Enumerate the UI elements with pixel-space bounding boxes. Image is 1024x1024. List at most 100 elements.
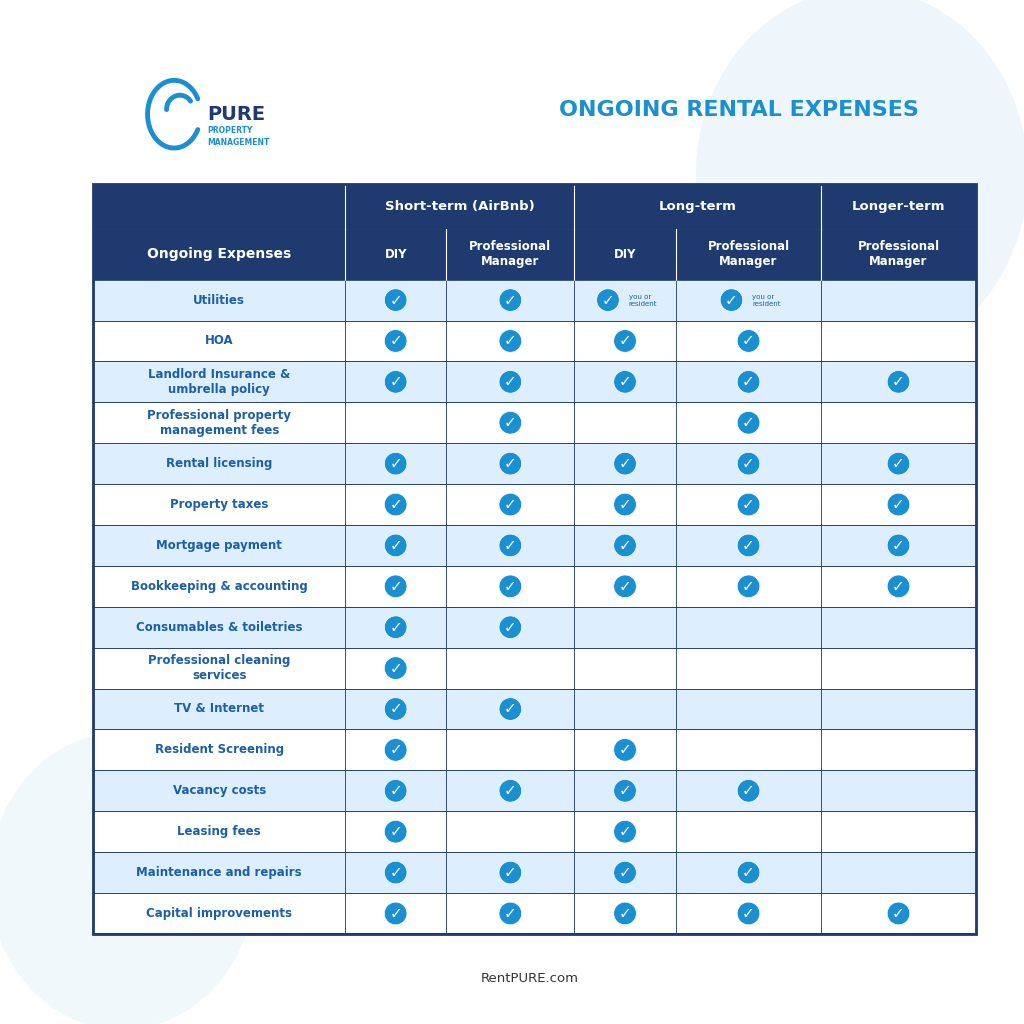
FancyBboxPatch shape (821, 484, 976, 525)
FancyBboxPatch shape (821, 566, 976, 607)
Text: Professional
Manager: Professional Manager (708, 240, 790, 268)
FancyBboxPatch shape (574, 484, 676, 525)
FancyBboxPatch shape (446, 729, 574, 770)
FancyBboxPatch shape (446, 852, 574, 893)
Text: RentPURE.com: RentPURE.com (481, 972, 579, 985)
Text: ✓: ✓ (504, 906, 517, 921)
Text: HOA: HOA (205, 335, 233, 347)
Text: ✓: ✓ (504, 497, 517, 512)
FancyBboxPatch shape (446, 607, 574, 647)
Text: you or
resident: you or resident (629, 294, 657, 306)
Text: Utilities: Utilities (194, 294, 245, 306)
Text: ✓: ✓ (389, 579, 402, 594)
Text: ✓: ✓ (504, 334, 517, 348)
Text: ✓: ✓ (389, 497, 402, 512)
Text: ✓: ✓ (504, 701, 517, 717)
FancyBboxPatch shape (93, 893, 345, 934)
FancyBboxPatch shape (676, 228, 821, 280)
FancyBboxPatch shape (446, 321, 574, 361)
FancyBboxPatch shape (345, 361, 446, 402)
FancyBboxPatch shape (345, 852, 446, 893)
Text: ✓: ✓ (742, 416, 755, 430)
Text: ✓: ✓ (618, 375, 632, 389)
FancyBboxPatch shape (574, 852, 676, 893)
FancyBboxPatch shape (821, 443, 976, 484)
FancyBboxPatch shape (345, 321, 446, 361)
FancyBboxPatch shape (446, 443, 574, 484)
FancyBboxPatch shape (446, 647, 574, 688)
FancyBboxPatch shape (676, 647, 821, 688)
FancyBboxPatch shape (93, 566, 345, 607)
Text: ✓: ✓ (892, 906, 905, 921)
Text: ✓: ✓ (618, 334, 632, 348)
FancyBboxPatch shape (345, 607, 446, 647)
Text: ✓: ✓ (389, 783, 402, 799)
Text: ✓: ✓ (389, 824, 402, 840)
Text: Longer-term: Longer-term (852, 200, 945, 213)
FancyBboxPatch shape (821, 228, 976, 280)
FancyBboxPatch shape (676, 729, 821, 770)
FancyBboxPatch shape (93, 361, 345, 402)
Text: ✓: ✓ (618, 783, 632, 799)
Text: ✓: ✓ (504, 416, 517, 430)
Text: ✓: ✓ (742, 579, 755, 594)
Text: ✓: ✓ (725, 293, 738, 307)
Text: ✓: ✓ (389, 538, 402, 553)
FancyBboxPatch shape (93, 484, 345, 525)
Text: Short-term (AirBnb): Short-term (AirBnb) (385, 200, 535, 213)
FancyBboxPatch shape (574, 688, 676, 729)
FancyBboxPatch shape (676, 893, 821, 934)
Text: ONGOING RENTAL EXPENSES: ONGOING RENTAL EXPENSES (559, 99, 919, 120)
FancyBboxPatch shape (574, 893, 676, 934)
FancyBboxPatch shape (676, 811, 821, 852)
FancyBboxPatch shape (345, 770, 446, 811)
FancyBboxPatch shape (345, 484, 446, 525)
FancyBboxPatch shape (676, 484, 821, 525)
FancyBboxPatch shape (676, 361, 821, 402)
Text: ✓: ✓ (389, 865, 402, 880)
Text: ✓: ✓ (504, 293, 517, 307)
Text: ✓: ✓ (389, 456, 402, 471)
FancyBboxPatch shape (574, 184, 821, 228)
FancyBboxPatch shape (676, 321, 821, 361)
Text: ✓: ✓ (618, 579, 632, 594)
FancyBboxPatch shape (821, 280, 976, 321)
Text: ✓: ✓ (389, 293, 402, 307)
FancyBboxPatch shape (574, 566, 676, 607)
Text: ✓: ✓ (504, 783, 517, 799)
Text: Landlord Insurance &
umbrella policy: Landlord Insurance & umbrella policy (148, 368, 291, 396)
FancyBboxPatch shape (345, 566, 446, 607)
Text: ✓: ✓ (618, 742, 632, 758)
FancyBboxPatch shape (574, 647, 676, 688)
FancyBboxPatch shape (345, 402, 446, 443)
FancyBboxPatch shape (446, 280, 574, 321)
FancyBboxPatch shape (446, 228, 574, 280)
FancyBboxPatch shape (676, 607, 821, 647)
Text: ✓: ✓ (389, 742, 402, 758)
FancyBboxPatch shape (574, 321, 676, 361)
FancyBboxPatch shape (93, 525, 345, 566)
FancyBboxPatch shape (93, 280, 345, 321)
Text: ✓: ✓ (601, 293, 614, 307)
FancyBboxPatch shape (676, 280, 821, 321)
FancyBboxPatch shape (93, 647, 345, 688)
FancyBboxPatch shape (93, 688, 345, 729)
FancyBboxPatch shape (574, 770, 676, 811)
FancyBboxPatch shape (821, 688, 976, 729)
Text: DIY: DIY (613, 248, 636, 260)
FancyBboxPatch shape (446, 484, 574, 525)
FancyBboxPatch shape (93, 729, 345, 770)
FancyBboxPatch shape (574, 228, 676, 280)
FancyBboxPatch shape (676, 566, 821, 607)
Text: ✓: ✓ (618, 497, 632, 512)
Text: ✓: ✓ (504, 865, 517, 880)
Text: you or
resident: you or resident (753, 294, 781, 306)
FancyBboxPatch shape (676, 688, 821, 729)
Text: ✓: ✓ (742, 865, 755, 880)
Text: Professional
Manager: Professional Manager (469, 240, 551, 268)
FancyBboxPatch shape (93, 607, 345, 647)
Text: ✓: ✓ (504, 375, 517, 389)
FancyBboxPatch shape (574, 443, 676, 484)
Text: Rental licensing: Rental licensing (166, 457, 272, 470)
FancyBboxPatch shape (574, 607, 676, 647)
